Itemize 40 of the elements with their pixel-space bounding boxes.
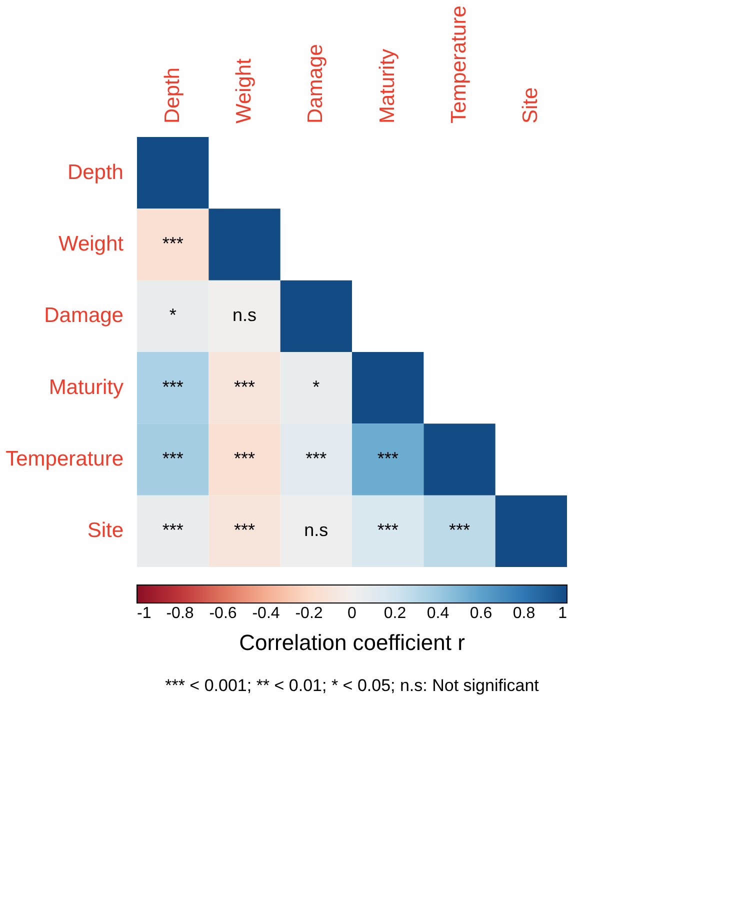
y-tick-label: Depth bbox=[67, 160, 124, 184]
data-label: n.s bbox=[304, 520, 328, 540]
x-tick-label: Damage bbox=[304, 44, 328, 124]
data-label: n.s bbox=[232, 305, 257, 326]
x-tick-label: Depth bbox=[160, 67, 184, 124]
color-bar-label: 0.8 bbox=[512, 605, 536, 622]
color-bar-label: 0.4 bbox=[426, 605, 450, 622]
color-bar-label: -0.8 bbox=[166, 605, 194, 622]
data-label: *** bbox=[234, 376, 256, 397]
color-bar-label: -0.6 bbox=[209, 605, 237, 622]
y-tick-label: Maturity bbox=[48, 376, 124, 399]
data-label: * bbox=[312, 376, 320, 397]
color-bar-label: -0.2 bbox=[295, 605, 323, 622]
data-label: *** bbox=[448, 520, 470, 540]
color-bar-label: 0.2 bbox=[384, 605, 406, 622]
data-label: *** bbox=[306, 448, 327, 468]
data-label: *** bbox=[377, 520, 398, 540]
data-label: *** bbox=[162, 234, 184, 254]
y-tick-label: Temperature bbox=[6, 448, 124, 470]
color-bar-label: -0.4 bbox=[252, 605, 280, 622]
x-tick-label: Maturity bbox=[376, 48, 399, 124]
color-bar-label: 1 bbox=[558, 605, 568, 622]
y-tick-label: Weight bbox=[58, 232, 124, 256]
data-label: *** bbox=[234, 448, 256, 468]
color-bar-label: 0.6 bbox=[470, 605, 492, 622]
data-label: *** bbox=[162, 520, 184, 540]
data-label: *** bbox=[162, 376, 184, 397]
data-label: *** bbox=[162, 448, 184, 468]
data-label: * bbox=[169, 305, 176, 326]
x-tick-label: Temperature bbox=[448, 6, 470, 124]
text: *** < 0.001; ** < 0.01; * < 0.05; n.s: Not significant bbox=[165, 676, 540, 695]
color-bar-label: -1 bbox=[137, 605, 152, 622]
color-bar-title: Correlation coefficient r bbox=[239, 630, 465, 655]
y-tick-label: Site bbox=[87, 519, 124, 542]
x-tick-label: Site bbox=[519, 87, 542, 124]
x-tick-label: Weight bbox=[232, 58, 256, 124]
color-bar-label: 0 bbox=[348, 605, 357, 622]
data-label: *** bbox=[377, 448, 398, 468]
y-tick-label: Damage bbox=[44, 304, 124, 328]
data-label: *** bbox=[234, 520, 256, 540]
